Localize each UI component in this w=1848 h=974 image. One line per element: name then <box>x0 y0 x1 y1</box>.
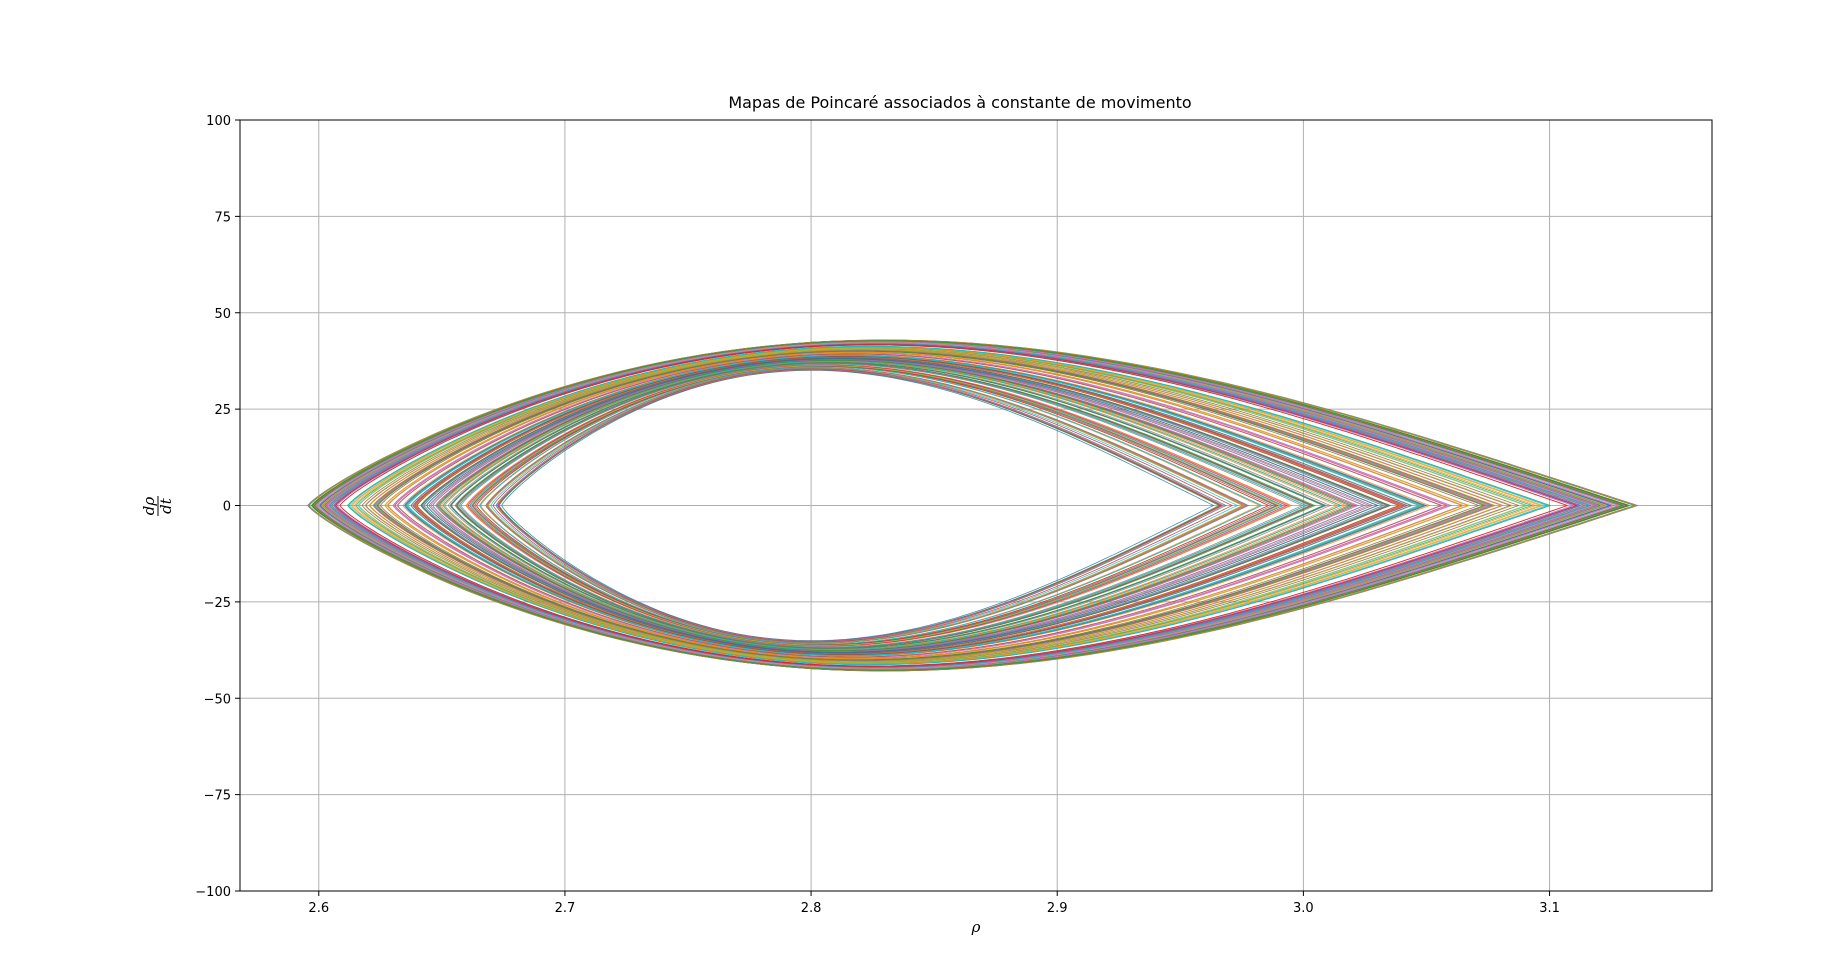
orbit-line <box>447 361 1332 650</box>
orbit-line <box>364 348 1513 663</box>
chart-title: Mapas de Poincaré associados à constante… <box>728 93 1191 112</box>
orbit-line <box>369 349 1503 662</box>
y-tick-label: −100 <box>195 885 231 900</box>
orbit-line <box>361 348 1519 663</box>
orbit-line <box>318 341 1613 670</box>
orbit-line <box>470 365 1281 646</box>
orbit-line <box>397 353 1443 658</box>
orbit-line <box>497 369 1224 642</box>
orbit-line <box>437 359 1354 652</box>
y-tick-label: 25 <box>214 403 231 418</box>
orbit-line <box>490 368 1239 643</box>
y-tick-label: −75 <box>204 789 231 804</box>
orbit-line <box>457 362 1311 649</box>
x-tick-label: 3.0 <box>1293 901 1314 916</box>
orbit-line <box>335 343 1577 668</box>
x-tick-label: 3.1 <box>1539 901 1560 916</box>
orbit-line <box>406 354 1424 657</box>
y-axis-label-numerator: dρ <box>140 497 158 516</box>
orbit-line <box>450 361 1326 650</box>
orbit-line <box>314 340 1624 671</box>
orbit-line <box>384 351 1469 660</box>
x-tick-label: 2.7 <box>555 901 576 916</box>
orbit-line <box>492 368 1233 643</box>
y-tick-label: −50 <box>204 692 231 707</box>
y-tick-label: 100 <box>206 114 231 129</box>
x-axis-label: ρ <box>971 918 981 936</box>
x-tick-label: 2.6 <box>308 901 329 916</box>
x-tick-label: 2.9 <box>1047 901 1068 916</box>
orbit-line <box>387 352 1465 659</box>
y-tick-label: 50 <box>214 307 231 322</box>
plot-area <box>239 119 1713 892</box>
orbit-line <box>354 346 1537 665</box>
x-axis-ticks: 2.6 2.7 2.8 2.9 3.0 3.1 <box>308 891 1560 916</box>
orbit-line <box>348 346 1547 665</box>
orbit-line <box>486 367 1248 644</box>
orbit-line <box>426 358 1380 653</box>
orbit-line <box>430 358 1371 653</box>
orbit-line <box>435 359 1360 652</box>
orbit-line <box>501 369 1215 642</box>
orbit-line <box>329 342 1590 669</box>
orbit-line <box>358 347 1526 664</box>
y-tick-label: −25 <box>204 596 231 611</box>
orbit-line <box>373 349 1495 662</box>
orbit-line <box>415 356 1403 655</box>
y-axis-ticks: 100 75 50 25 0 −25 −50 −75 −100 <box>195 114 240 900</box>
orbit-line <box>339 344 1568 667</box>
orbit-line <box>393 353 1450 658</box>
orbit-line <box>325 342 1599 669</box>
orbit-line <box>423 357 1385 654</box>
orbit-line <box>467 364 1288 647</box>
x-tick-label: 2.8 <box>801 901 822 916</box>
orbit-line <box>413 356 1408 655</box>
orbit-line <box>479 366 1263 645</box>
y-tick-label: 75 <box>214 210 231 225</box>
orbit-line <box>402 354 1431 657</box>
orbit-line <box>476 365 1270 646</box>
y-axis-label-denominator: dt <box>157 497 175 514</box>
orbit-line <box>307 339 1637 672</box>
y-tick-label: 0 <box>223 500 231 515</box>
orbit-curves <box>307 339 1638 672</box>
orbit-line <box>377 350 1484 661</box>
orbit-line <box>442 360 1343 651</box>
orbit-line <box>420 357 1391 654</box>
orbit-line <box>311 340 1630 671</box>
y-axis-label: dρ dt <box>140 496 175 516</box>
